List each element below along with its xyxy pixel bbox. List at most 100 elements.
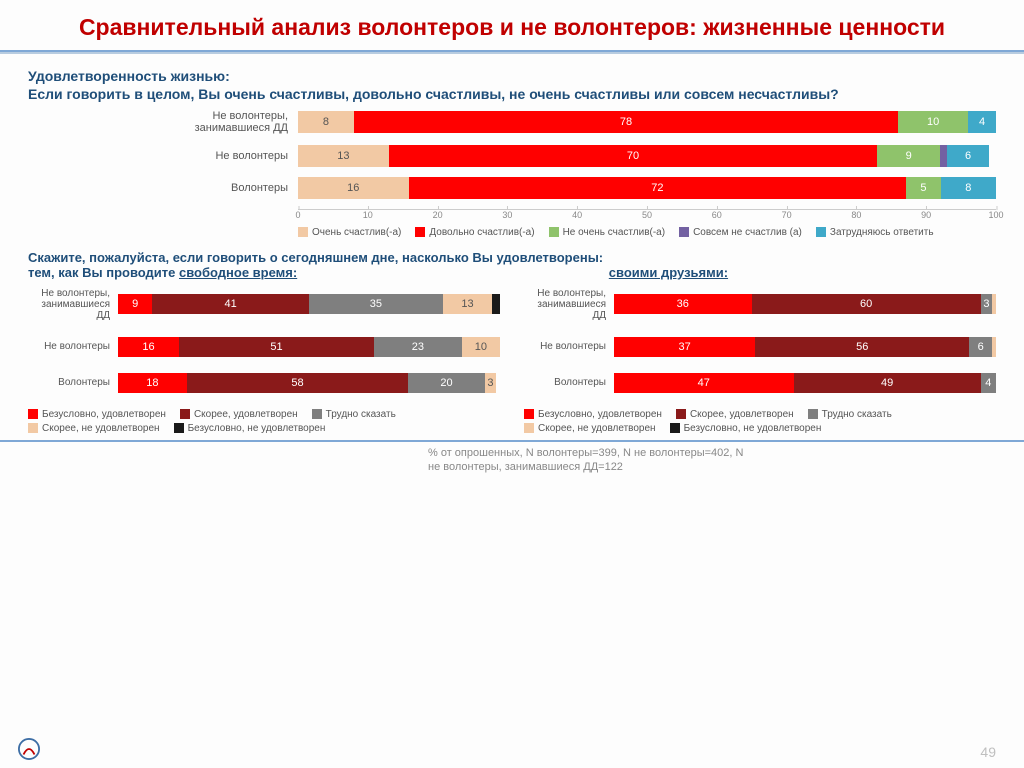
bar-segment: 78 bbox=[354, 111, 898, 133]
legend-label: Безусловно, удовлетворен bbox=[538, 409, 662, 420]
legend-item: Трудно сказать bbox=[808, 409, 892, 420]
legend-swatch bbox=[312, 409, 322, 419]
category-label: Не волонтеры bbox=[524, 341, 614, 352]
bar-segment: 8 bbox=[941, 177, 996, 199]
stacked-bar: 878104 bbox=[298, 111, 996, 133]
legend-label: Довольно счастлив(-а) bbox=[429, 227, 534, 238]
axis-tick: 100 bbox=[988, 210, 1003, 220]
q2-intro: Скажите, пожалуйста, если говорить о сег… bbox=[28, 250, 603, 265]
legend-item: Очень счастлив(-а) bbox=[298, 227, 401, 238]
bar-segment: 37 bbox=[614, 337, 755, 357]
bar-segment: 8 bbox=[298, 111, 354, 133]
legend-item: Безусловно, удовлетворен bbox=[524, 409, 662, 420]
bar-segment: 4 bbox=[981, 373, 996, 393]
bar-segment: 23 bbox=[374, 337, 462, 357]
legend-item: Безусловно, не удовлетворен bbox=[670, 423, 822, 434]
bar-segment: 18 bbox=[118, 373, 187, 393]
bar-segment: 35 bbox=[309, 294, 443, 314]
legend-swatch bbox=[180, 409, 190, 419]
category-label: Не волонтеры, занимавшиеся ДД bbox=[524, 288, 614, 321]
legend-item: Безусловно, удовлетворен bbox=[28, 409, 166, 420]
legend-label: Безусловно, не удовлетворен bbox=[684, 423, 822, 434]
legend-label: Скорее, не удовлетворен bbox=[538, 423, 656, 434]
page-number: 49 bbox=[980, 744, 996, 760]
axis-tick: 80 bbox=[851, 210, 861, 220]
x-axis: 0102030405060708090100 bbox=[298, 209, 996, 223]
legend-label: Совсем не счастлив (а) bbox=[693, 227, 802, 238]
bar-segment: 13 bbox=[298, 145, 389, 167]
legend-label: Безусловно, не удовлетворен bbox=[188, 423, 326, 434]
stacked-bar: 16512310 bbox=[118, 337, 500, 357]
legend-item: Совсем не счастлив (а) bbox=[679, 227, 802, 238]
legend-label: Трудно сказать bbox=[822, 409, 892, 420]
legend-swatch bbox=[549, 227, 559, 237]
legend-label: Не очень счастлив(-а) bbox=[563, 227, 666, 238]
bar-segment: 10 bbox=[462, 337, 500, 357]
legend-swatch bbox=[808, 409, 818, 419]
bar-segment: 20 bbox=[408, 373, 484, 393]
category-label: Не волонтеры, занимавшиеся ДД bbox=[138, 110, 298, 135]
legend-swatch bbox=[670, 423, 680, 433]
q2-left-label: тем, как Вы проводите bbox=[28, 265, 179, 280]
legend-swatch bbox=[524, 409, 534, 419]
slide-title: Сравнительный анализ волонтеров и не вол… bbox=[28, 14, 996, 42]
legend-swatch bbox=[816, 227, 826, 237]
category-label: Волонтеры bbox=[524, 377, 614, 388]
axis-tick: 30 bbox=[502, 210, 512, 220]
category-label: Волонтеры bbox=[138, 182, 298, 195]
section2-question: Скажите, пожалуйста, если говорить о сег… bbox=[28, 250, 996, 280]
divider-top bbox=[0, 50, 1024, 54]
bar-segment: 5 bbox=[906, 177, 941, 199]
bar-segment: 51 bbox=[179, 337, 374, 357]
section1-question: Если говорить в целом, Вы очень счастлив… bbox=[28, 86, 996, 102]
stacked-bar: 137096 bbox=[298, 145, 996, 167]
footnote: % от опрошенных, N волонтеры=399, N не в… bbox=[428, 446, 996, 475]
stacked-bar: 1858203 bbox=[118, 373, 500, 393]
bar-segment: 13 bbox=[443, 294, 493, 314]
legend-swatch bbox=[676, 409, 686, 419]
legend-swatch bbox=[415, 227, 425, 237]
legend-swatch bbox=[679, 227, 689, 237]
legend: Безусловно, удовлетворен Скорее, удовлетв… bbox=[524, 409, 996, 434]
bar-segment: 9 bbox=[877, 145, 940, 167]
bar-segment bbox=[992, 294, 996, 314]
legend-item: Довольно счастлив(-а) bbox=[415, 227, 534, 238]
bar-segment: 16 bbox=[298, 177, 409, 199]
bar-segment: 4 bbox=[968, 111, 996, 133]
bar-segment: 16 bbox=[118, 337, 179, 357]
bar-segment: 10 bbox=[898, 111, 968, 133]
bar-segment: 6 bbox=[947, 145, 989, 167]
bar-segment: 41 bbox=[152, 294, 309, 314]
stacked-bar: 167258 bbox=[298, 177, 996, 199]
axis-tick: 70 bbox=[782, 210, 792, 220]
category-label: Волонтеры bbox=[28, 377, 118, 388]
bar-segment: 47 bbox=[614, 373, 794, 393]
axis-tick: 60 bbox=[712, 210, 722, 220]
legend-label: Скорее, не удовлетворен bbox=[42, 423, 160, 434]
bar-segment: 9 bbox=[118, 294, 152, 314]
bar-segment: 36 bbox=[614, 294, 752, 314]
legend-swatch bbox=[28, 423, 38, 433]
axis-tick: 90 bbox=[921, 210, 931, 220]
legend-label: Скорее, удовлетворен bbox=[194, 409, 298, 420]
bar-segment: 70 bbox=[389, 145, 878, 167]
bar-segment bbox=[492, 294, 500, 314]
q2-right-underlined: своими друзьями: bbox=[609, 265, 728, 280]
bar-segment: 60 bbox=[752, 294, 981, 314]
section1-head: Удовлетворенность жизнью: bbox=[28, 68, 996, 84]
legend-label: Трудно сказать bbox=[326, 409, 396, 420]
legend-item: Скорее, не удовлетворен bbox=[524, 423, 656, 434]
divider-bottom bbox=[0, 440, 1024, 442]
bar-segment bbox=[992, 337, 996, 357]
legend-item: Трудно сказать bbox=[312, 409, 396, 420]
axis-tick: 50 bbox=[642, 210, 652, 220]
stacked-bar: 47494 bbox=[614, 373, 996, 393]
legend-item: Скорее, удовлетворен bbox=[676, 409, 794, 420]
legend-label: Безусловно, удовлетворен bbox=[42, 409, 166, 420]
bar-segment bbox=[940, 145, 947, 167]
legend-swatch bbox=[298, 227, 308, 237]
legend: Очень счастлив(-а) Довольно счастлив(-а) Н… bbox=[298, 227, 996, 238]
chart-happiness: Не волонтеры, занимавшиеся ДД878104Не во… bbox=[138, 110, 996, 238]
legend-item: Затрудняюсь ответить bbox=[816, 227, 934, 238]
bar-segment: 58 bbox=[187, 373, 409, 393]
